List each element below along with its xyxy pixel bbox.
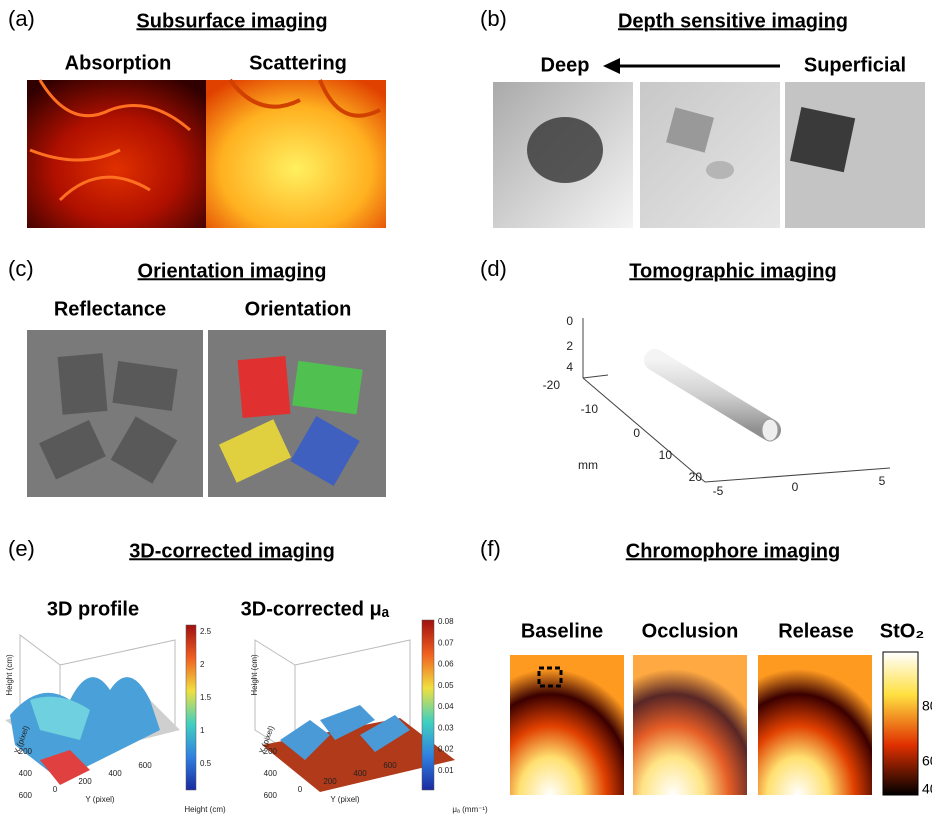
axis-label: mm [578, 458, 598, 472]
panel-b-images [493, 82, 925, 228]
z-tick-label: 4 [566, 360, 573, 374]
colorbar-tick-label: 80 [922, 698, 932, 714]
figure: (a) (b) (c) (d) (e) (f) Subsurface imaging Dept… [0, 0, 932, 820]
x-tick-label: 0 [792, 480, 799, 494]
panel-e-left-plot [5, 625, 196, 790]
colorbar-tick-label: 0.02 [438, 745, 454, 754]
x-tick-label: 200 [19, 747, 33, 756]
panel-title: Tomographic imaging [629, 260, 836, 282]
panel-title: 3D-corrected imaging [129, 540, 335, 562]
panel-a-images [27, 80, 386, 228]
caption: Release [778, 620, 854, 642]
colorbar-tick-label: 0.07 [438, 638, 454, 647]
y-tick-label: 10 [659, 448, 673, 462]
panel-label: (c) [8, 256, 34, 281]
y-tick-label: 200 [323, 777, 337, 786]
z-tick-label: 0 [566, 314, 573, 328]
y-tick-label: 400 [353, 769, 367, 778]
x-tick-label: 400 [19, 769, 33, 778]
x-tick-label: 400 [264, 769, 278, 778]
colorbar-tick-label: 2.5 [200, 627, 212, 636]
colorbar-tick-label: 1.5 [200, 693, 212, 702]
caption: Baseline [521, 620, 603, 642]
axis-label: Height (cm) [250, 654, 259, 696]
y-tick-label: 600 [383, 761, 397, 770]
colorbar-tick-label: 60 [922, 753, 932, 769]
axis-label: Height (cm) [5, 654, 14, 696]
colorbar-tick-label: 0.06 [438, 660, 454, 669]
colorbar-tick-label: 40 [922, 781, 932, 797]
panel-label: (f) [480, 536, 501, 561]
colorbar-tick-label: 0.05 [438, 681, 454, 690]
colorbar-tick-label: 0.5 [200, 759, 212, 768]
panel-label: (e) [8, 536, 35, 561]
colorbar-tick-label: 1 [200, 726, 205, 735]
colorbar-tick-label: 0.04 [438, 702, 454, 711]
y-tick-label: 0 [633, 426, 640, 440]
colorbar-tick-label: 0.08 [438, 617, 454, 626]
panel-label: (b) [480, 6, 507, 31]
y-tick-label: 400 [108, 769, 122, 778]
panel-title: Orientation imaging [138, 260, 327, 282]
axis-label: Y (pixel) [330, 795, 360, 804]
x-tick-label: 5 [879, 474, 886, 488]
y-tick-label: 600 [138, 761, 152, 770]
z-tick-label: 2 [566, 339, 573, 353]
axis-label: Y (pixel) [85, 795, 115, 804]
x-tick-label: 600 [264, 791, 278, 800]
colorbar-label: StO₂ [880, 620, 924, 642]
panel-label: (d) [480, 256, 507, 281]
colorbar-label: Height (cm) [184, 805, 226, 814]
y-tick-label: 20 [689, 470, 703, 484]
arrow-head [603, 58, 620, 74]
y-tick-label: 0 [53, 785, 58, 794]
colorbar-label: μₐ (mm⁻¹) [452, 805, 488, 814]
colorbar-tick-label: 2 [200, 660, 205, 669]
panel-title: Chromophore imaging [626, 540, 840, 562]
caption: Deep [541, 54, 590, 76]
colorbar-tick-label: 0.03 [438, 723, 454, 732]
x-tick-label: 600 [19, 791, 33, 800]
panel-d-plot [583, 318, 890, 482]
caption: Superficial [804, 54, 906, 76]
panel-c-images [27, 330, 386, 497]
y-tick-label: -10 [581, 402, 599, 416]
y-tick-label: 200 [78, 777, 92, 786]
caption: Occlusion [642, 620, 739, 642]
colorbar-tick-label: 0.01 [438, 766, 454, 775]
panel-title: Subsurface imaging [136, 10, 327, 32]
caption: Scattering [249, 52, 347, 74]
caption: Absorption [65, 52, 172, 74]
caption: Orientation [245, 298, 352, 320]
panel-title: Depth sensitive imaging [618, 10, 848, 32]
caption: 3D profile [47, 598, 139, 620]
y-tick-label: 0 [298, 785, 303, 794]
caption: 3D-corrected μₐ [241, 598, 390, 620]
panel-f-images [510, 652, 918, 795]
x-tick-label: 200 [264, 747, 278, 756]
y-tick-label: -20 [543, 378, 561, 392]
panel-e-right-plot [255, 620, 455, 792]
x-tick-label: -5 [713, 484, 724, 498]
caption: Reflectance [54, 298, 166, 320]
panel-label: (a) [8, 6, 35, 31]
